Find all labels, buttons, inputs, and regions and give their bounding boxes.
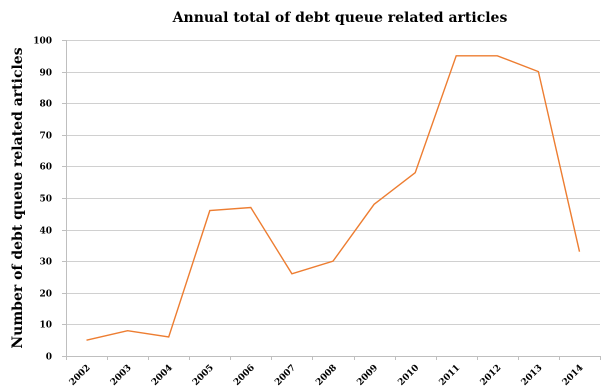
series-layer: [86, 55, 581, 341]
x-tick-label: 2004: [150, 363, 175, 388]
x-tick-label: 2005: [191, 363, 216, 388]
x-tick-label: 2009: [355, 363, 380, 388]
y-tick-label: 50: [39, 195, 52, 205]
x-tick-labels: 2002 2003 2004 2005 2006 2007 2008 2009 2010 2011…: [68, 363, 586, 388]
x-tick-label: 2003: [109, 363, 134, 388]
y-tick-label: 90: [39, 69, 52, 79]
y-tick-label: 80: [39, 100, 52, 110]
gridlines: [66, 40, 600, 325]
y-tick-label: 30: [39, 258, 52, 268]
x-tick-label: 2010: [396, 363, 421, 388]
chart-title: Annual total of debt queue related artic…: [172, 10, 508, 26]
x-tick-label: 2011: [438, 363, 463, 388]
x-tick-label: 2012: [479, 363, 504, 388]
y-tick-label: 100: [33, 37, 52, 47]
x-tick-label: 2008: [314, 363, 339, 388]
y-axis-label: Number of debt queue related articles: [10, 47, 26, 348]
y-tick-label: 10: [39, 321, 52, 331]
x-tick-label: 2013: [520, 363, 545, 388]
x-tick-label: 2002: [68, 363, 93, 388]
y-tick-label: 70: [39, 132, 52, 142]
x-tick-label: 2014: [561, 363, 586, 388]
y-tick-label: 20: [39, 290, 52, 300]
axes: [62, 40, 601, 360]
y-tick-label: 40: [39, 227, 52, 237]
y-tick-label: 60: [39, 163, 52, 173]
y-tick-label: 0: [46, 353, 52, 363]
y-tick-labels: 0 10 20 30 40 50 60 70 80 90 100: [33, 37, 52, 363]
x-tick-label: 2007: [273, 363, 298, 388]
x-tick-label: 2006: [232, 363, 257, 388]
